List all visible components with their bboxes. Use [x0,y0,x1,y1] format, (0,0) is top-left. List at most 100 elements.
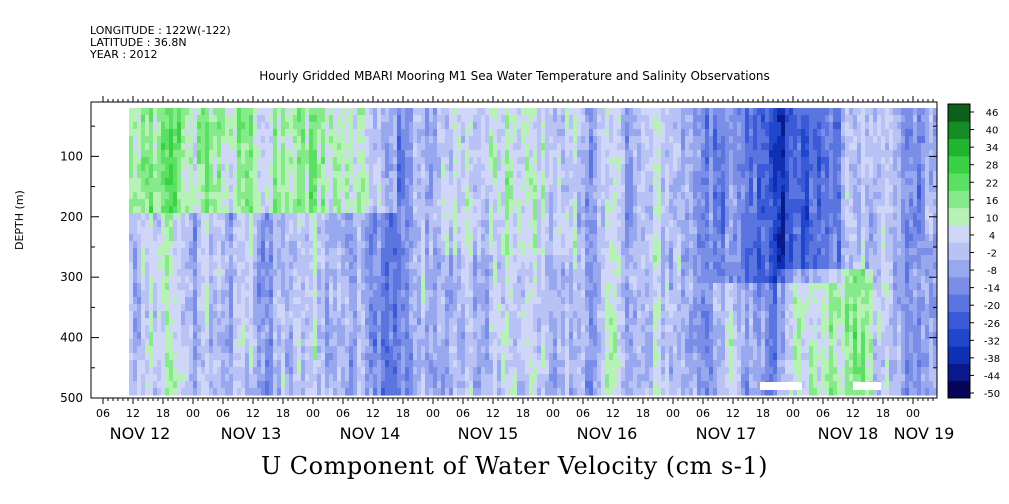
heatmap-cell [445,108,449,116]
heatmap-cell [417,192,421,200]
heatmap-cell [337,241,341,249]
heatmap-cell [297,318,301,326]
heatmap-cell [473,171,477,179]
heatmap-cell [537,150,541,158]
heatmap-cell [205,199,209,207]
heatmap-cell [277,248,281,256]
heatmap-cell [289,297,293,305]
heatmap-cell [273,311,277,319]
heatmap-cell [357,136,361,144]
heatmap-cell [205,290,209,298]
heatmap-cell [525,325,529,333]
heatmap-cell [181,318,185,326]
heatmap-cell [449,381,453,389]
heatmap-cell [197,108,201,116]
heatmap-cell [141,346,145,354]
heatmap-cell [257,185,261,193]
heatmap-cell [605,360,609,368]
heatmap-cell [393,143,397,151]
heatmap-cell [609,227,613,235]
heatmap-cell [381,227,385,235]
heatmap-cell [149,374,153,382]
heatmap-cell [201,367,205,375]
heatmap-cell [445,192,449,200]
heatmap-cell [341,276,345,284]
heatmap-cell [585,248,589,256]
heatmap-cell [561,381,565,389]
heatmap-cell [469,115,473,123]
heatmap-cell [473,199,477,207]
heatmap-cell [381,381,385,389]
heatmap-cell [501,199,505,207]
heatmap-cell [481,332,485,340]
heatmap-cell [341,143,345,151]
heatmap-cell [413,269,417,277]
heatmap-cell [341,234,345,242]
heatmap-cell [165,304,169,312]
heatmap-cell [565,332,569,340]
heatmap-cell [213,234,217,242]
heatmap-cell [277,143,281,151]
heatmap-cell [305,367,309,375]
heatmap-cell [457,353,461,361]
heatmap-cell [545,234,549,242]
heatmap-cell [229,262,233,270]
heatmap-cell [221,297,225,305]
heatmap-cell [161,129,165,137]
heatmap-cell [449,339,453,347]
heatmap-cell [497,171,501,179]
heatmap-cell [369,269,373,277]
heatmap-cell [497,290,501,298]
heatmap-cell [169,122,173,130]
heatmap-cell [317,290,321,298]
heatmap-cell [537,360,541,368]
heatmap-cell [281,192,285,200]
heatmap-cell [477,206,481,214]
heatmap-cell [149,269,153,277]
heatmap-cell [165,171,169,179]
heatmap-cell [341,304,345,312]
heatmap-cell [217,234,221,242]
heatmap-cell [133,311,137,319]
heatmap-cell [309,241,313,249]
heatmap-cell [197,157,201,165]
heatmap-cell [213,185,217,193]
heatmap-cell [585,297,589,305]
heatmap-cell [601,206,605,214]
heatmap-cell [461,318,465,326]
heatmap-cell [433,220,437,228]
heatmap-cell [537,346,541,354]
heatmap-cell [557,367,561,375]
heatmap-cell [565,108,569,116]
heatmap-cell [573,185,577,193]
heatmap-cell [561,353,565,361]
heatmap-cell [465,283,469,291]
heatmap-cell [549,360,553,368]
heatmap-cell [137,108,141,116]
heatmap-cell [585,150,589,158]
heatmap-cell [149,248,153,256]
heatmap-cell [585,192,589,200]
heatmap-cell [169,290,173,298]
heatmap-cell [429,381,433,389]
heatmap-cell [545,374,549,382]
heatmap-cell [485,206,489,214]
heatmap-cell [489,325,493,333]
heatmap-cell [341,199,345,207]
heatmap-cell [293,297,297,305]
heatmap-cell [253,353,257,361]
heatmap-cell [593,360,597,368]
heatmap-cell [233,248,237,256]
heatmap-cell [289,227,293,235]
heatmap-cell [397,255,401,263]
heatmap-cell [301,360,305,368]
heatmap-cell [469,332,473,340]
heatmap-cell [149,290,153,298]
heatmap-cell [301,115,305,123]
heatmap-cell [369,367,373,375]
heatmap-cell [313,199,317,207]
heatmap-cell [369,129,373,137]
heatmap-cell [221,241,225,249]
heatmap-cell [481,227,485,235]
heatmap-cell [453,206,457,214]
